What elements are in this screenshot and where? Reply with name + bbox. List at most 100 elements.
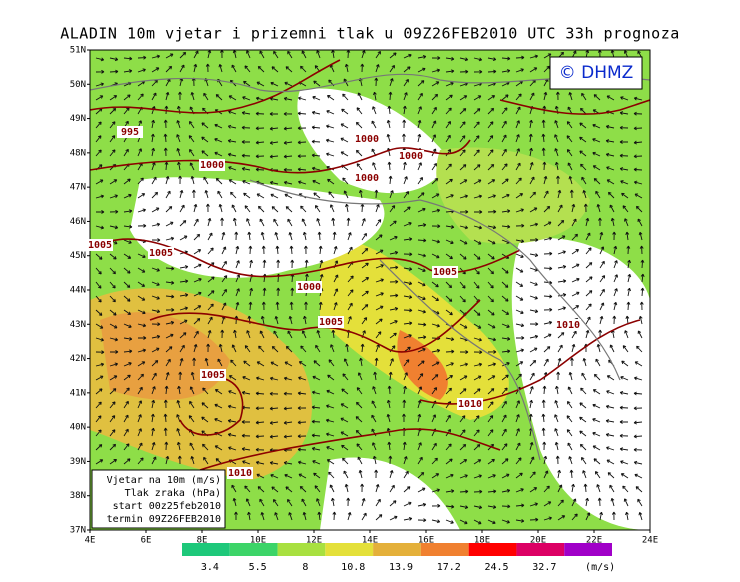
wind-arrow bbox=[298, 473, 307, 479]
wind-arrow bbox=[581, 176, 587, 185]
wind-arrow bbox=[150, 413, 155, 423]
wind-arrow bbox=[257, 205, 265, 213]
colorbar-label: 24.5 bbox=[485, 562, 509, 573]
wind-arrow bbox=[179, 235, 188, 241]
wind-arrow bbox=[529, 281, 538, 286]
wind-arrow bbox=[165, 320, 175, 325]
wind-arrow bbox=[178, 371, 183, 381]
wind-arrow bbox=[165, 266, 175, 271]
wind-arrow bbox=[283, 140, 293, 145]
wind-arrow bbox=[137, 253, 146, 259]
wind-arrow bbox=[151, 191, 159, 199]
wind-arrow bbox=[566, 415, 573, 423]
wind-arrow bbox=[274, 315, 279, 325]
wind-arrow bbox=[501, 148, 507, 157]
wind-arrow bbox=[596, 203, 601, 213]
wind-arrow bbox=[431, 68, 441, 73]
wind-arrow bbox=[633, 391, 643, 396]
wind-arrow bbox=[220, 217, 224, 227]
wind-arrow bbox=[95, 362, 105, 367]
wind-arrow bbox=[459, 375, 468, 381]
wind-arrow bbox=[137, 68, 146, 73]
wind-arrow bbox=[311, 390, 321, 395]
wind-arrow bbox=[556, 175, 560, 185]
wind-arrow bbox=[459, 295, 466, 303]
wind-arrow bbox=[389, 484, 395, 493]
wind-arrow bbox=[557, 189, 562, 199]
wind-arrow bbox=[515, 457, 522, 465]
wind-arrow bbox=[221, 302, 227, 311]
isobar-label-bg bbox=[296, 281, 322, 293]
wind-arrow bbox=[389, 293, 399, 298]
wind-arrow bbox=[487, 95, 496, 101]
wind-arrow bbox=[165, 333, 174, 339]
wind-arrow bbox=[109, 443, 117, 451]
wind-arrow bbox=[109, 295, 116, 303]
isobar-label-bg bbox=[199, 159, 225, 171]
wind-arrow bbox=[289, 245, 294, 255]
wind-arrow bbox=[95, 267, 102, 275]
wind-arrow bbox=[297, 167, 307, 172]
wind-arrow bbox=[262, 287, 267, 297]
wind-arrow bbox=[95, 253, 103, 260]
wind-arrow bbox=[360, 343, 365, 353]
wind-arrow bbox=[109, 323, 118, 329]
wind-arrow bbox=[235, 245, 240, 255]
wind-arrow bbox=[403, 321, 413, 326]
wind-arrow bbox=[316, 498, 321, 507]
wind-arrow bbox=[341, 388, 349, 395]
colorbar-label: 32.7 bbox=[532, 562, 556, 573]
wind-arrow bbox=[487, 135, 494, 143]
wind-arrow bbox=[347, 246, 353, 255]
wind-arrow bbox=[371, 414, 377, 423]
wind-arrow bbox=[123, 69, 133, 73]
wind-arrow bbox=[274, 232, 279, 241]
wind-arrow bbox=[214, 445, 223, 451]
wind-arrow bbox=[403, 176, 408, 185]
wind-arrow bbox=[109, 194, 118, 199]
wind-arrow bbox=[151, 119, 155, 129]
wind-arrow bbox=[487, 209, 497, 214]
isobar-label-bg bbox=[354, 133, 380, 145]
wind-arrow bbox=[554, 414, 559, 423]
wind-arrow bbox=[487, 225, 497, 230]
wind-arrow bbox=[487, 57, 497, 62]
wind-arrow bbox=[297, 391, 307, 396]
wind-arrow bbox=[243, 80, 251, 87]
wind-arrow bbox=[487, 239, 496, 245]
wind-arrow bbox=[620, 460, 629, 465]
wind-arrow bbox=[95, 401, 102, 409]
wind-arrow bbox=[585, 303, 592, 311]
wind-arrow bbox=[473, 444, 481, 451]
isobar-label: 1005 bbox=[319, 317, 343, 328]
wind-arrow bbox=[445, 387, 452, 395]
wind-arrow bbox=[459, 209, 469, 214]
wind-arrow bbox=[543, 236, 553, 241]
wind-arrow bbox=[361, 304, 369, 311]
wind-arrow bbox=[431, 253, 440, 259]
wind-arrow bbox=[403, 66, 411, 73]
wind-arrow bbox=[190, 175, 195, 185]
wind-arrow bbox=[515, 120, 520, 129]
wind-arrow bbox=[473, 179, 482, 185]
wind-arrow bbox=[459, 474, 468, 479]
wind-arrow bbox=[625, 231, 630, 241]
wind-arrow bbox=[431, 348, 441, 353]
lat-label: 37N bbox=[70, 526, 86, 536]
wind-arrow bbox=[473, 95, 482, 101]
wind-arrow bbox=[193, 330, 199, 339]
wind-arrow bbox=[487, 349, 497, 354]
wind-arrow bbox=[557, 332, 565, 339]
wind-arrow bbox=[417, 295, 426, 301]
wind-arrow bbox=[325, 418, 335, 423]
wind-arrow bbox=[459, 121, 466, 129]
wind-arrow bbox=[189, 120, 195, 129]
wind-arrow bbox=[273, 218, 279, 227]
wind-arrow bbox=[228, 95, 237, 101]
wind-arrow bbox=[221, 260, 227, 269]
wind-arrow bbox=[459, 281, 466, 289]
wind-arrow bbox=[375, 305, 384, 311]
wind-arrow bbox=[445, 163, 452, 171]
wind-arrow bbox=[312, 179, 321, 185]
wind-arrow bbox=[165, 65, 173, 73]
